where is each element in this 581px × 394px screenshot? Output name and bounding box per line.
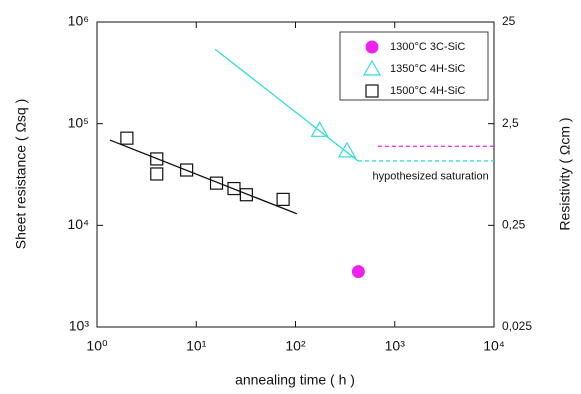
point <box>310 121 329 137</box>
legend-marker <box>362 59 382 76</box>
fit-line <box>214 48 359 162</box>
y-tick-label: 10⁶ <box>68 13 89 29</box>
point <box>239 188 253 202</box>
point <box>180 163 194 177</box>
point <box>150 167 164 181</box>
annotation: hypothesized saturation <box>373 171 489 183</box>
x-tick-label: 10² <box>285 338 306 354</box>
y2-tick-label: 25 <box>502 14 516 28</box>
legend-box <box>339 31 489 101</box>
y-tick-label: 10³ <box>69 318 90 334</box>
point <box>150 152 164 166</box>
legend-label: 1500°C 4H-SiC <box>390 85 465 97</box>
y2-axis-label: Resistivity ( Ωcm ) <box>557 117 573 230</box>
y2-tick-label: 0,025 <box>502 319 532 333</box>
y-tick-label: 10⁵ <box>68 114 89 130</box>
point <box>120 131 134 145</box>
legend-label: 1350°C 4H-SiC <box>390 63 465 75</box>
x-tick-label: 10³ <box>385 338 406 354</box>
legend-label: 1300°C 3C-SiC <box>390 41 465 53</box>
x-tick-label: 10⁰ <box>86 338 108 354</box>
y2-tick-label: 0,25 <box>502 218 526 232</box>
y2-tick-label: 2,5 <box>502 116 519 130</box>
y-axis-label: Sheet resistance ( Ωsq ) <box>13 99 29 250</box>
fit-line <box>109 139 298 215</box>
point <box>209 176 224 190</box>
point <box>276 192 290 206</box>
legend-marker <box>365 84 379 98</box>
point <box>351 265 365 279</box>
x-tick-label: 10¹ <box>186 338 207 354</box>
legend-marker <box>365 40 379 54</box>
y-tick-label: 10⁴ <box>67 216 89 232</box>
point <box>337 141 356 158</box>
x-tick-label: 10⁴ <box>483 338 505 354</box>
x-axis-label: annealing time ( h ) <box>235 372 355 388</box>
